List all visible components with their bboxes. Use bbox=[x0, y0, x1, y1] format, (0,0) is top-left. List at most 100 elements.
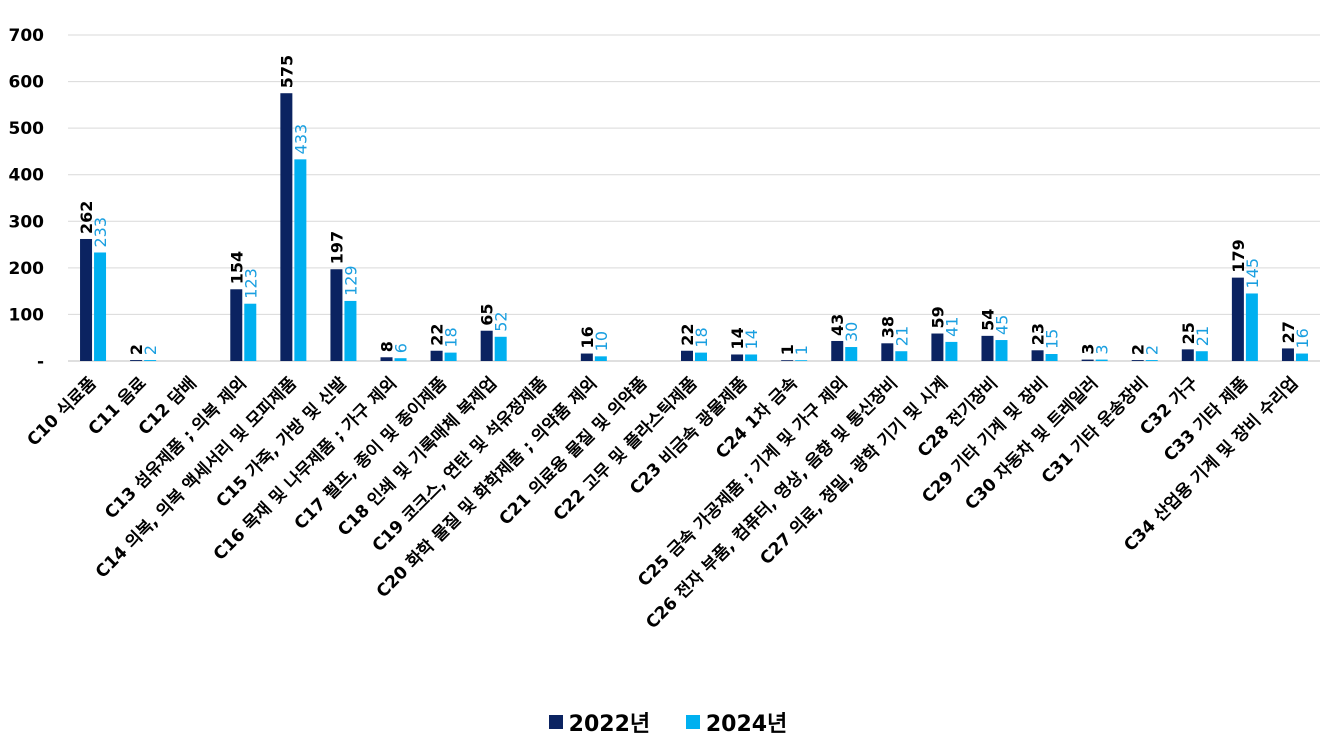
data-label-2024: 52 bbox=[492, 311, 511, 331]
bar-2022 bbox=[380, 357, 393, 361]
bar-2022 bbox=[831, 340, 844, 361]
gridlines bbox=[68, 34, 1320, 362]
data-label-2024: 2 bbox=[141, 345, 160, 355]
bar-2024 bbox=[895, 351, 908, 361]
y-tick-label: 200 bbox=[9, 259, 45, 279]
x-tick-label: C16 목재 및 나무제품 ; 가구 제외 bbox=[210, 373, 401, 564]
bar-2024 bbox=[294, 159, 307, 361]
bar-2022 bbox=[480, 330, 493, 361]
bar-2022 bbox=[931, 333, 944, 361]
bar-2022 bbox=[280, 93, 293, 361]
bar-2024 bbox=[1195, 351, 1208, 361]
bar-2024 bbox=[94, 252, 107, 361]
y-tick-label: 400 bbox=[9, 166, 45, 186]
data-label-2024: 21 bbox=[892, 326, 911, 346]
bar-2022 bbox=[330, 269, 343, 361]
bar-2022 bbox=[430, 350, 443, 361]
bar-2024 bbox=[1045, 354, 1058, 361]
bar-2024 bbox=[494, 336, 507, 361]
data-label-2024: 145 bbox=[1243, 258, 1262, 289]
data-label-2024: 129 bbox=[341, 265, 360, 296]
data-label-2022: 22 bbox=[428, 323, 447, 345]
bar-2024 bbox=[344, 300, 357, 361]
bar-2024 bbox=[1245, 293, 1258, 361]
bar-2022 bbox=[1281, 348, 1294, 361]
data-label-2024: 15 bbox=[1043, 329, 1062, 349]
data-label-2022: 3 bbox=[1079, 343, 1098, 354]
data-label-2024: 6 bbox=[392, 343, 411, 353]
data-label-2022: 575 bbox=[277, 55, 296, 88]
data-label-2022: 27 bbox=[1279, 321, 1298, 343]
data-label-2024: 30 bbox=[842, 322, 861, 342]
legend-label-2024: 2024년 bbox=[705, 712, 788, 737]
bar-2022 bbox=[230, 289, 243, 361]
bar-2024 bbox=[695, 352, 707, 361]
bar-2022 bbox=[1131, 360, 1144, 361]
bar-2022 bbox=[981, 335, 994, 361]
bar-2022 bbox=[130, 360, 143, 361]
data-label-2022: 179 bbox=[1229, 239, 1248, 272]
bar-2024 bbox=[444, 352, 457, 361]
bar-2022 bbox=[881, 343, 894, 361]
legend-swatch-2022 bbox=[548, 715, 563, 729]
data-label-2022: 197 bbox=[327, 231, 346, 264]
data-label-2024: 10 bbox=[592, 331, 611, 351]
data-label-2022: 43 bbox=[828, 314, 847, 336]
data-label-2024: 18 bbox=[442, 327, 461, 347]
data-label-2022: 65 bbox=[478, 303, 497, 325]
data-label-2024: 16 bbox=[1293, 328, 1312, 348]
data-label-2024: 233 bbox=[91, 217, 110, 248]
data-label-2022: 262 bbox=[77, 201, 96, 234]
data-label-2024: 45 bbox=[992, 315, 1011, 335]
data-label-2024: 18 bbox=[692, 327, 711, 347]
bar-2024 bbox=[1145, 360, 1158, 361]
bar-2022 bbox=[1031, 350, 1044, 361]
data-label-2022: 23 bbox=[1029, 323, 1048, 345]
data-label-2022: 2 bbox=[1129, 344, 1148, 355]
bar-2024 bbox=[594, 356, 607, 361]
bars bbox=[80, 93, 1308, 361]
bar-2022 bbox=[781, 360, 794, 361]
bar-2024 bbox=[1095, 359, 1108, 361]
legend-item-2022: 2022년 bbox=[548, 706, 651, 738]
data-label-2022: 16 bbox=[578, 326, 597, 348]
bar-2022 bbox=[1081, 359, 1094, 361]
data-label-2024: 3 bbox=[1093, 344, 1112, 354]
bar-2024 bbox=[795, 360, 808, 361]
data-label-2022: 25 bbox=[1179, 322, 1198, 344]
x-tick-label: C10 식료품 bbox=[24, 373, 101, 450]
data-labels: 2622332215412357543319712986221865521610… bbox=[77, 55, 1312, 355]
y-tick-label: 600 bbox=[9, 73, 45, 93]
data-label-2022: 154 bbox=[227, 251, 246, 284]
y-tick-label: 100 bbox=[9, 305, 45, 325]
data-label-2024: 41 bbox=[942, 317, 961, 337]
bar-2022 bbox=[731, 354, 744, 361]
data-label-2022: 22 bbox=[678, 323, 697, 345]
data-label-2024: 1 bbox=[792, 345, 811, 355]
y-tick-label: 500 bbox=[9, 119, 45, 139]
bar-2024 bbox=[394, 358, 407, 361]
bar-2024 bbox=[945, 341, 958, 361]
y-tick-label: - bbox=[37, 352, 44, 372]
y-axis: - 100 200 300 400 500 600 700 bbox=[9, 26, 45, 372]
bar-2022 bbox=[1181, 349, 1194, 361]
bar-2024 bbox=[845, 347, 858, 361]
legend-item-2024: 2024년 bbox=[685, 706, 788, 738]
bar-2022 bbox=[580, 353, 593, 361]
bar-2024 bbox=[745, 354, 758, 361]
legend-swatch-2024 bbox=[685, 715, 700, 729]
data-label-2022: 2 bbox=[127, 344, 146, 355]
bar-2024 bbox=[995, 340, 1008, 361]
data-label-2022: 59 bbox=[928, 306, 947, 328]
data-label-2024: 433 bbox=[291, 124, 310, 155]
bar-2024 bbox=[1295, 353, 1308, 361]
y-tick-label: 700 bbox=[9, 26, 45, 46]
data-label-2022: 14 bbox=[728, 327, 747, 349]
bar-2024 bbox=[244, 303, 257, 361]
legend-label-2022: 2022년 bbox=[568, 712, 651, 737]
data-label-2024: 14 bbox=[742, 329, 761, 349]
data-label-2022: 1 bbox=[778, 344, 797, 355]
y-tick-label: 300 bbox=[9, 212, 45, 232]
